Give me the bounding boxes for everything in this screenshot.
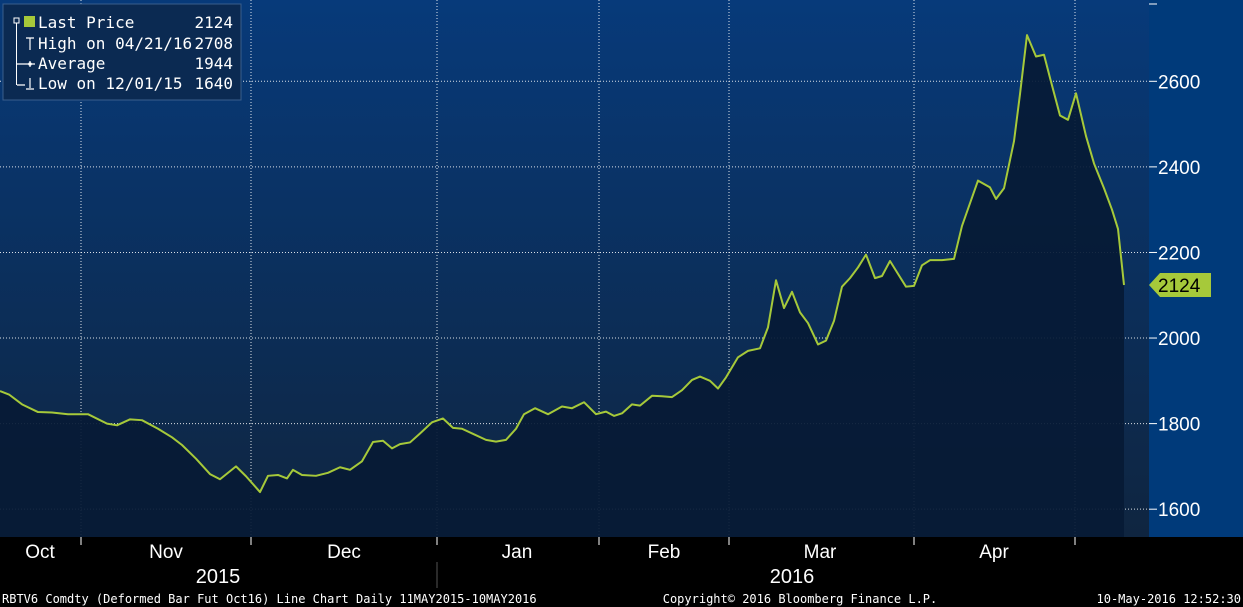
- legend: Last Price 2124 High on 04/21/16 2708 Av…: [2, 3, 242, 101]
- legend-value-low: 1640: [194, 74, 233, 93]
- x-axis: Oct Nov Dec Jan Feb Mar Apr 2015 2016: [25, 537, 1076, 588]
- x-year-label: 2015: [196, 566, 241, 588]
- y-tick-label: 1600: [1158, 500, 1200, 521]
- y-tick-label: 2000: [1158, 329, 1200, 350]
- low-marker-icon: [17, 78, 34, 90]
- legend-label-last-price: Last Price: [38, 13, 134, 32]
- y-tick-label: 2200: [1158, 243, 1200, 264]
- legend-item-low: Low on 12/01/15 1640: [17, 74, 233, 93]
- x-month-label: Mar: [804, 542, 837, 563]
- last-price-tag-label: 2124: [1158, 276, 1201, 297]
- legend-label-low: Low on 12/01/15: [38, 74, 183, 93]
- legend-box: [2, 3, 242, 101]
- legend-item-high: High on 04/21/16 2708: [26, 34, 233, 53]
- last-price-tag: 2124: [1149, 272, 1211, 297]
- legend-item-average: Average 1944: [17, 54, 233, 73]
- y-axis-background: [1149, 0, 1243, 537]
- x-month-label: Dec: [327, 542, 361, 563]
- x-month-label: Nov: [149, 542, 183, 563]
- y-tick-label: 1800: [1158, 415, 1200, 436]
- legend-item-last-price: Last Price 2124: [13, 13, 233, 85]
- x-month-label: Feb: [648, 542, 681, 563]
- legend-value-high: 2708: [194, 34, 233, 53]
- x-month-label: Oct: [25, 542, 55, 563]
- price-area: [0, 35, 1124, 537]
- average-dot: [28, 62, 32, 66]
- price-line: [0, 34, 1125, 494]
- legend-value-last-price: 2124: [194, 13, 233, 32]
- last-price-tag-shape: [1149, 272, 1211, 297]
- x-month-label: Jan: [502, 542, 533, 563]
- y-tick-label: 2600: [1158, 72, 1200, 93]
- footer-background: [0, 590, 1243, 607]
- footer-timestamp: 10-May-2016 12:52:30: [1097, 592, 1242, 606]
- y-axis-ticks: 1600 1800 2000 2200 2400 2600: [1149, 3, 1200, 521]
- legend-label-high: High on 04/21/16: [38, 34, 192, 53]
- high-marker-icon: [26, 37, 34, 50]
- x-year-label: 2016: [770, 566, 815, 588]
- green-square-icon: [24, 16, 35, 27]
- y-tick-label: 2400: [1158, 158, 1200, 179]
- footer-copyright: Copyright© 2016 Bloomberg Finance L.P.: [663, 592, 938, 606]
- legend-tree-icon: [13, 17, 20, 85]
- legend-label-average: Average: [38, 54, 105, 73]
- x-month-label: Apr: [979, 542, 1009, 563]
- legend-value-average: 1944: [194, 54, 233, 73]
- footer-series-info: RBTV6 Comdty (Deformed Bar Fut Oct16) Li…: [2, 592, 537, 606]
- x-axis-background: [0, 537, 1243, 590]
